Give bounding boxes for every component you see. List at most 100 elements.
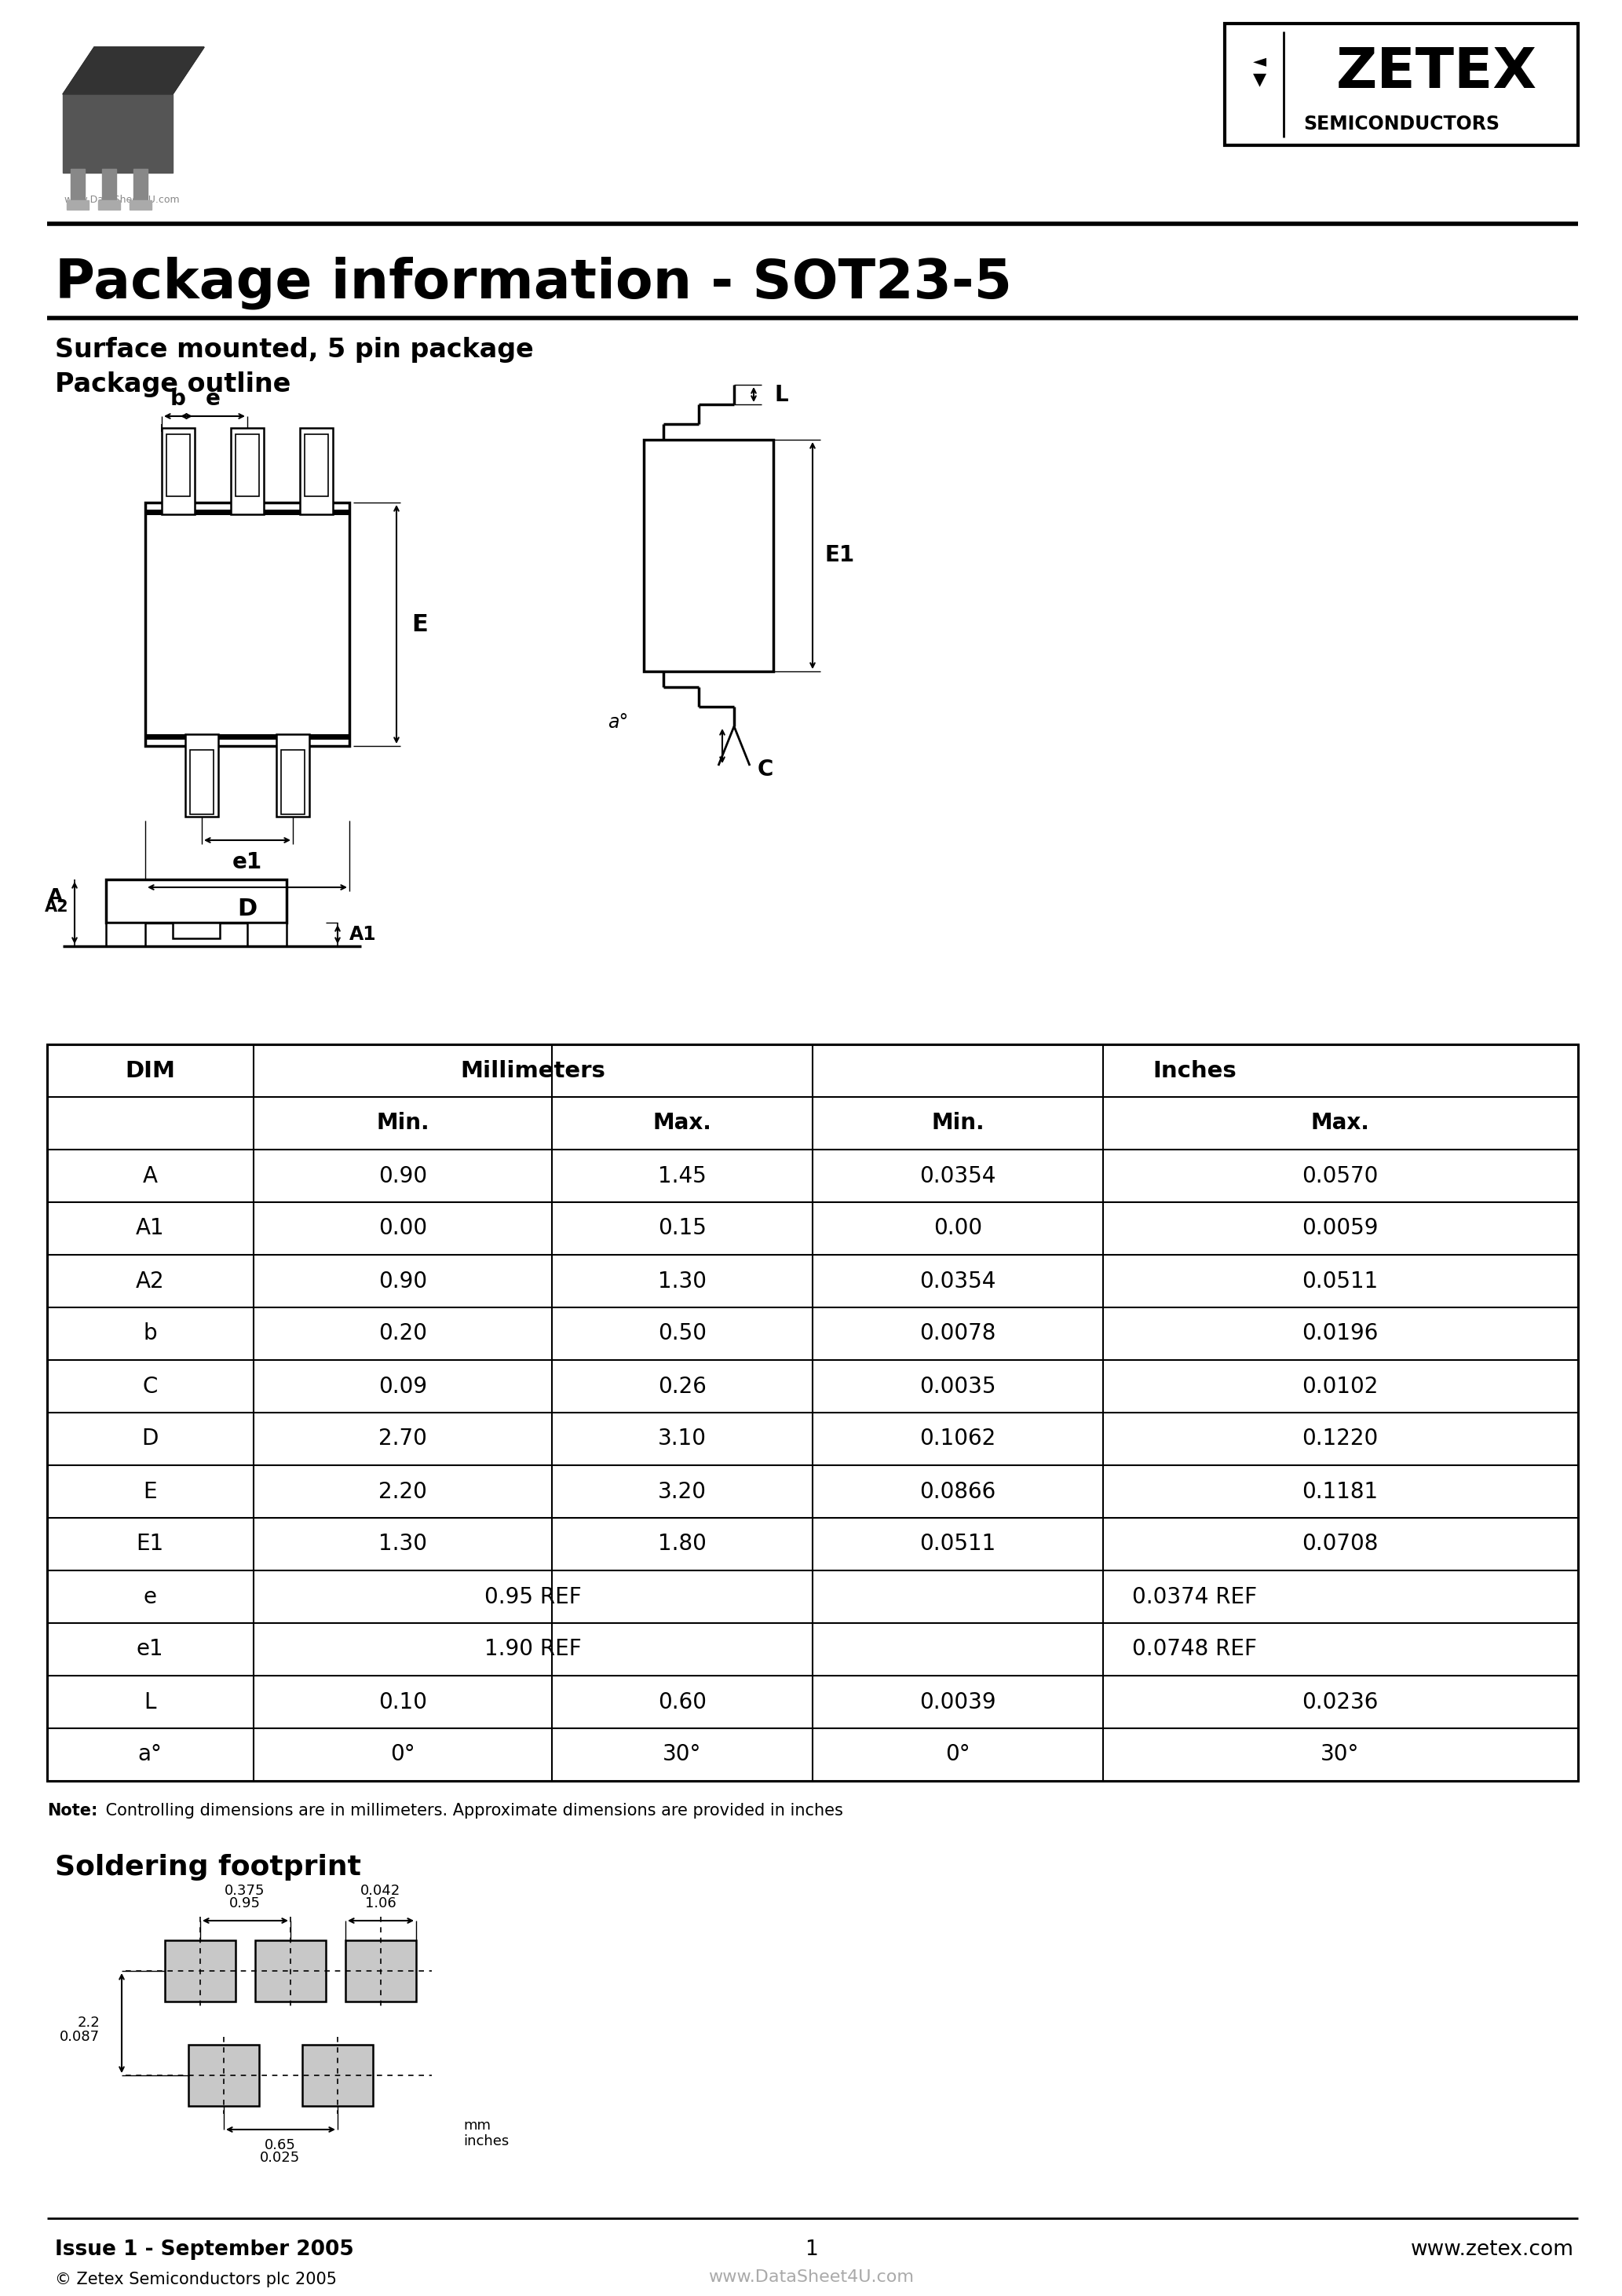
Text: 0.10: 0.10 [378, 1690, 427, 1713]
Text: © Zetex Semiconductors plc 2005: © Zetex Semiconductors plc 2005 [55, 2271, 337, 2287]
Text: 1.80: 1.80 [659, 1534, 707, 1554]
Text: 0.1181: 0.1181 [1302, 1481, 1379, 1502]
Bar [162, 427, 195, 514]
Text: e1: e1 [232, 852, 263, 872]
Bar [247, 923, 287, 946]
Text: E1: E1 [136, 1534, 164, 1554]
Bar [146, 503, 349, 746]
Bar [644, 441, 774, 670]
Text: Controlling dimensions are in millimeters. Approximate dimensions are provided i: Controlling dimensions are in millimeter… [101, 1802, 843, 1818]
Text: 0.0236: 0.0236 [1302, 1690, 1379, 1713]
Bar [71, 170, 84, 209]
Text: 0.0511: 0.0511 [1302, 1270, 1379, 1293]
Text: 0.15: 0.15 [659, 1217, 707, 1240]
Text: e: e [206, 388, 221, 411]
Text: ZETEX: ZETEX [1337, 46, 1538, 99]
Text: 1.45: 1.45 [659, 1164, 707, 1187]
Text: 0°: 0° [391, 1743, 415, 1766]
Text: C: C [143, 1375, 157, 1398]
Bar [190, 751, 214, 815]
Text: a°: a° [138, 1743, 162, 1766]
Text: 3.10: 3.10 [659, 1428, 707, 1449]
Text: 0.0059: 0.0059 [1302, 1217, 1379, 1240]
Bar [230, 427, 264, 514]
Text: SEMICONDUCTORS: SEMICONDUCTORS [1302, 115, 1499, 133]
Bar [165, 1940, 235, 2002]
Text: 2.2: 2.2 [78, 2016, 99, 2030]
Bar [99, 200, 120, 209]
Bar [130, 200, 151, 209]
Text: 0.087: 0.087 [60, 2030, 99, 2043]
Text: b: b [143, 1322, 157, 1345]
Bar [276, 735, 310, 817]
Text: L: L [144, 1690, 156, 1713]
Text: 0.0570: 0.0570 [1302, 1164, 1379, 1187]
Bar [167, 434, 190, 496]
Text: A: A [47, 886, 63, 907]
Text: 0.0035: 0.0035 [920, 1375, 996, 1398]
Bar [1225, 23, 1578, 145]
Text: 1.30: 1.30 [659, 1270, 707, 1293]
Text: 0.60: 0.60 [659, 1690, 707, 1713]
Text: 0.0078: 0.0078 [920, 1322, 996, 1345]
Text: 0.09: 0.09 [378, 1375, 427, 1398]
Text: 0.0708: 0.0708 [1302, 1534, 1379, 1554]
Text: Inches: Inches [1153, 1061, 1238, 1081]
Text: a°: a° [607, 714, 628, 732]
Text: 0.20: 0.20 [378, 1322, 427, 1345]
Text: www.zetex.com: www.zetex.com [1411, 2239, 1573, 2259]
Bar [188, 2046, 260, 2105]
Text: 1.90 REF: 1.90 REF [485, 1639, 582, 1660]
Text: 0°: 0° [946, 1743, 970, 1766]
Text: A2: A2 [45, 900, 70, 914]
Text: 0.0511: 0.0511 [920, 1534, 996, 1554]
Text: 0.0039: 0.0039 [920, 1690, 996, 1713]
Text: A1: A1 [349, 925, 376, 944]
Text: Max.: Max. [1311, 1111, 1369, 1134]
Text: D: D [237, 898, 258, 921]
Bar [102, 170, 117, 209]
Text: DIM: DIM [125, 1061, 175, 1081]
Text: www.DataSheet4U.com: www.DataSheet4U.com [63, 195, 180, 204]
Polygon shape [63, 48, 204, 94]
Text: L: L [774, 383, 788, 406]
Text: 1: 1 [805, 2239, 817, 2259]
Text: 0.0374 REF: 0.0374 REF [1132, 1587, 1257, 1607]
Text: 30°: 30° [1320, 1743, 1359, 1766]
Text: 0.50: 0.50 [659, 1322, 707, 1345]
Polygon shape [63, 48, 204, 94]
Text: www.DataSheet4U.com: www.DataSheet4U.com [709, 2268, 913, 2285]
Bar [105, 923, 146, 946]
Text: 0.1220: 0.1220 [1302, 1428, 1379, 1449]
Text: Min.: Min. [931, 1111, 985, 1134]
Text: 1.06: 1.06 [365, 1896, 396, 1910]
Text: Soldering footprint: Soldering footprint [55, 1853, 362, 1880]
Polygon shape [63, 94, 172, 172]
Text: E1: E1 [826, 544, 855, 567]
Text: Issue 1 - September 2005: Issue 1 - September 2005 [55, 2239, 354, 2259]
Text: 0.375: 0.375 [225, 1883, 264, 1899]
Text: Millimeters: Millimeters [461, 1061, 605, 1081]
Text: 0.042: 0.042 [360, 1883, 401, 1899]
Text: Max.: Max. [652, 1111, 712, 1134]
Text: 0.0866: 0.0866 [920, 1481, 996, 1502]
Text: b: b [170, 388, 187, 411]
Bar [255, 1940, 326, 2002]
Bar [305, 434, 328, 496]
Text: 2.20: 2.20 [378, 1481, 427, 1502]
Text: 0.1062: 0.1062 [920, 1428, 996, 1449]
Text: 0.90: 0.90 [378, 1270, 427, 1293]
Text: 0.95 REF: 0.95 REF [485, 1587, 582, 1607]
Bar [235, 434, 260, 496]
Bar [105, 879, 287, 923]
Text: 0.0196: 0.0196 [1302, 1322, 1379, 1345]
Text: Package outline: Package outline [55, 372, 290, 397]
Text: C: C [757, 758, 774, 781]
Text: 3.20: 3.20 [659, 1481, 707, 1502]
Bar [281, 751, 305, 815]
Text: 2.70: 2.70 [378, 1428, 427, 1449]
Text: 0.025: 0.025 [260, 2151, 300, 2165]
Text: Surface mounted, 5 pin package: Surface mounted, 5 pin package [55, 338, 534, 363]
Text: 1.30: 1.30 [378, 1534, 427, 1554]
Text: Package information - SOT23-5: Package information - SOT23-5 [55, 257, 1012, 310]
